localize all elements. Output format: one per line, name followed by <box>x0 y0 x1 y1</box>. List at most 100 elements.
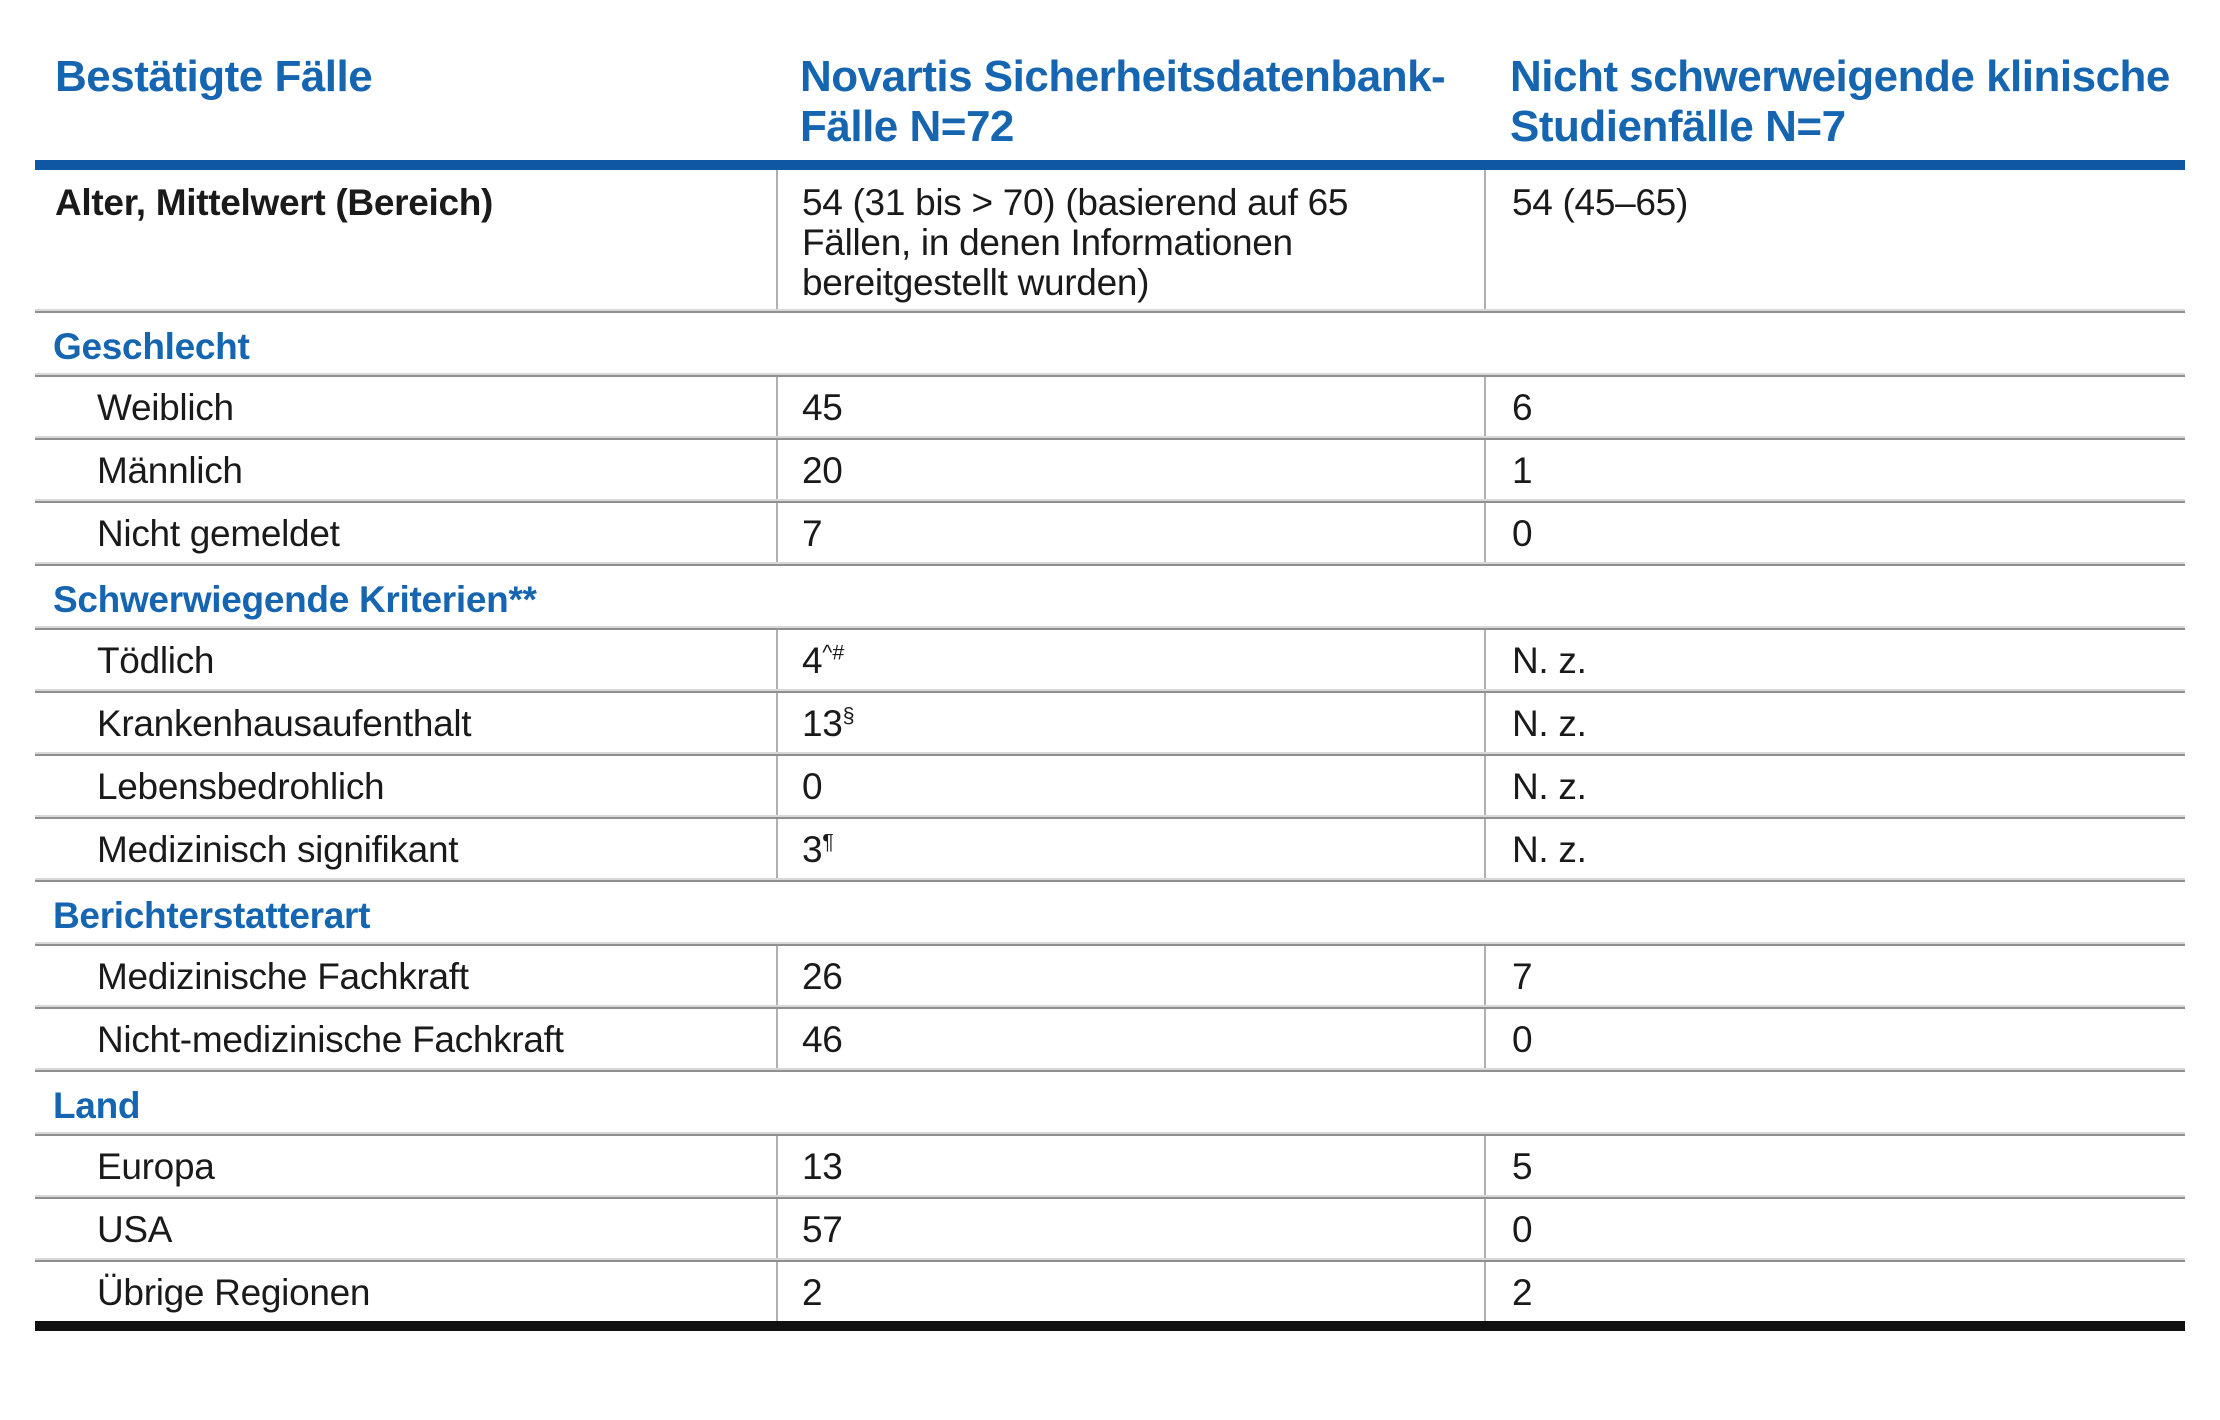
study-cases-cell: 2 <box>1484 1262 2185 1321</box>
study-cases-cell: 0 <box>1484 503 2185 562</box>
table-row: Übrige Regionen 2 2 <box>35 1262 2185 1321</box>
table-row: Lebensbedrohlich 0 N. z. <box>35 756 2185 815</box>
table-bottom-rule <box>35 1321 2185 1331</box>
header-db-cases: Novartis Sicherheitsdatenbank- Fälle N=7… <box>776 52 1484 152</box>
row-divider <box>35 499 2185 503</box>
study-cases-cell: N. z. <box>1484 756 2185 815</box>
section-heading-land: Land <box>53 1085 141 1126</box>
cell-value: 26 <box>802 956 843 997</box>
row-divider <box>35 689 2185 693</box>
footnote-marker: ^# <box>822 640 845 665</box>
row-divider <box>35 436 2185 440</box>
cell-value: 13 <box>802 703 843 744</box>
row-divider <box>35 626 2185 630</box>
table-row: Medizinische Fachkraft 26 7 <box>35 946 2185 1005</box>
db-cases-cell: 7 <box>776 503 1484 562</box>
section-heading-geschlecht: Geschlecht <box>53 326 250 367</box>
row-divider <box>35 878 2185 882</box>
db-cases-cell: 57 <box>776 1199 1484 1258</box>
row-label: Europa <box>97 1146 215 1187</box>
footnote-marker: ¶ <box>822 829 834 854</box>
header-text-line: Nicht schwerweigende klinische <box>1510 52 2170 101</box>
row-divider <box>35 752 2185 756</box>
cell-value: 3 <box>802 829 823 870</box>
row-label: Alter, Mittelwert (Bereich) <box>55 182 494 223</box>
table-row: Europa 13 5 <box>35 1136 2185 1195</box>
table-row: Männlich 20 1 <box>35 440 2185 499</box>
row-divider <box>35 562 2185 566</box>
db-cases-cell: 2 <box>776 1262 1484 1321</box>
row-label: Übrige Regionen <box>97 1272 371 1313</box>
cell-value: 13 <box>802 1146 843 1187</box>
row-divider <box>35 1132 2185 1136</box>
row-label: Medizinische Fachkraft <box>97 956 469 997</box>
db-cases-cell: 54 (31 bis > 70) (basierend auf 65 Fälle… <box>776 170 1484 309</box>
table-row: USA 57 0 <box>35 1199 2185 1258</box>
section-heading-kriterien: Schwerwiegende Kriterien** <box>53 579 537 620</box>
row-label: USA <box>97 1209 173 1250</box>
study-cases-cell: N. z. <box>1484 630 2185 689</box>
study-cases-cell: 0 <box>1484 1199 2185 1258</box>
table-row: Krankenhausaufenthalt 13§ N. z. <box>35 693 2185 752</box>
db-cases-cell: 20 <box>776 440 1484 499</box>
header-study-cases: Nicht schwerweigende klinische Studienfä… <box>1484 52 2185 152</box>
header-text-line: Fälle N=72 <box>800 102 1014 151</box>
row-divider <box>35 1195 2185 1199</box>
footnote-marker: § <box>842 703 855 728</box>
study-cases-cell: 7 <box>1484 946 2185 1005</box>
header-text: Bestätigte Fälle <box>55 52 373 101</box>
row-divider <box>35 1005 2185 1009</box>
header-confirmed-cases: Bestätigte Fälle <box>35 52 776 152</box>
db-cases-cell: 46 <box>776 1009 1484 1068</box>
cell-text-line: bereitgestellt wurden) <box>802 262 1150 303</box>
row-label: Männlich <box>97 450 243 491</box>
row-label: Tödlich <box>97 640 215 681</box>
row-divider <box>35 309 2185 313</box>
cell-value: 4 <box>802 640 823 681</box>
row-label: Krankenhausaufenthalt <box>97 703 472 744</box>
row-divider <box>35 942 2185 946</box>
table-row: Nicht gemeldet 7 0 <box>35 503 2185 562</box>
table-header-row: Bestätigte Fälle Novartis Sicherheitsdat… <box>35 0 2185 160</box>
row-label: Lebensbedrohlich <box>97 766 385 807</box>
db-cases-cell: 13 <box>776 1136 1484 1195</box>
db-cases-cell: 0 <box>776 756 1484 815</box>
cell-text-line: Fällen, in denen Informationen <box>802 222 1293 263</box>
header-text-line: Novartis Sicherheitsdatenbank- <box>800 52 1446 101</box>
row-divider <box>35 1068 2185 1072</box>
row-label: Nicht gemeldet <box>97 513 340 554</box>
row-divider <box>35 815 2185 819</box>
cell-value: 45 <box>802 387 843 428</box>
study-cases-cell: N. z. <box>1484 819 2185 878</box>
study-cases-cell: 5 <box>1484 1136 2185 1195</box>
table-row: Weiblich 45 6 <box>35 377 2185 436</box>
cell-value: 7 <box>802 513 823 554</box>
section-heading-berichterstatterart: Berichterstatterart <box>53 895 371 936</box>
cell-value: 46 <box>802 1019 843 1060</box>
row-label: Weiblich <box>97 387 234 428</box>
row-label: Nicht-medizinische Fachkraft <box>97 1019 564 1060</box>
confirmed-cases-table: Bestätigte Fälle Novartis Sicherheitsdat… <box>35 0 2185 1331</box>
study-cases-cell: N. z. <box>1484 693 2185 752</box>
table-row: Nicht-medizinische Fachkraft 46 0 <box>35 1009 2185 1068</box>
cell-value: 57 <box>802 1209 843 1250</box>
header-rule <box>35 160 2185 170</box>
row-label: Medizinisch signifikant <box>97 829 459 870</box>
table-row: Medizinisch signifikant 3¶ N. z. <box>35 819 2185 878</box>
db-cases-cell: 4^# <box>776 630 1484 689</box>
row-divider <box>35 373 2185 377</box>
study-cases-cell: 1 <box>1484 440 2185 499</box>
db-cases-cell: 26 <box>776 946 1484 1005</box>
db-cases-cell: 13§ <box>776 693 1484 752</box>
cell-value: 20 <box>802 450 843 491</box>
study-cases-cell: 54 (45–65) <box>1484 170 2185 309</box>
study-cases-cell: 0 <box>1484 1009 2185 1068</box>
db-cases-cell: 3¶ <box>776 819 1484 878</box>
cell-value: 2 <box>802 1272 823 1313</box>
cell-text-line: 54 (31 bis > 70) (basierend auf 65 <box>802 182 1349 223</box>
header-text-line: Studienfälle N=7 <box>1510 102 1846 151</box>
db-cases-cell: 45 <box>776 377 1484 436</box>
table-row-age: Alter, Mittelwert (Bereich) 54 (31 bis >… <box>35 170 2185 309</box>
table-row: Tödlich 4^# N. z. <box>35 630 2185 689</box>
cell-value: 0 <box>802 766 823 807</box>
